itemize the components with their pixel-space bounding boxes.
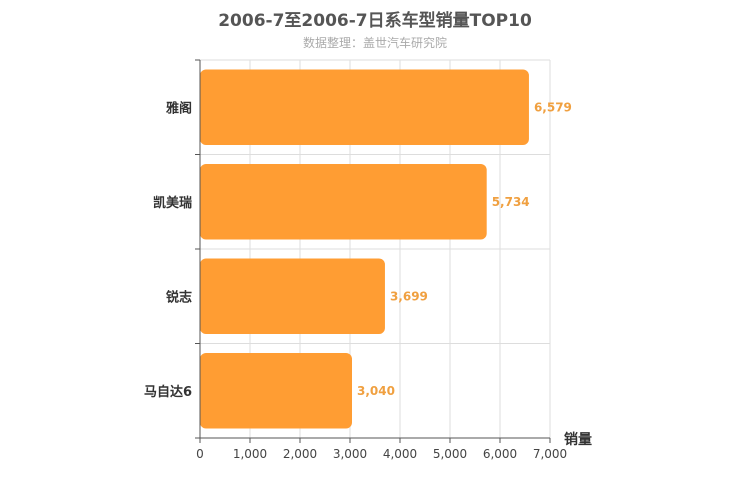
data-label: 5,734	[492, 195, 530, 209]
category-label: 凯美瑞	[153, 195, 192, 211]
chart-title: 2006-7至2006-7日系车型销量TOP10	[218, 11, 532, 31]
x-tick-label: 3,000	[333, 447, 367, 461]
x-tick-label: 0	[196, 447, 204, 461]
bar	[200, 352, 352, 429]
bar	[200, 258, 385, 335]
x-axis-title: 销量	[564, 431, 592, 448]
data-label: 3,040	[357, 384, 395, 398]
data-label: 6,579	[534, 100, 572, 114]
x-tick-label: 7,000	[533, 447, 567, 461]
x-tick-label: 2,000	[283, 447, 317, 461]
x-tick-label: 4,000	[383, 447, 417, 461]
bar	[200, 69, 529, 146]
data-label: 3,699	[390, 289, 428, 303]
x-tick-label: 5,000	[433, 447, 467, 461]
category-label: 雅阁	[166, 100, 192, 116]
category-label: 锐志	[166, 289, 192, 305]
x-tick-label: 1,000	[233, 447, 267, 461]
chart-subtitle: 数据整理：盖世汽车研究院	[302, 36, 447, 50]
category-label: 马自达6	[144, 384, 192, 400]
x-tick-label: 6,000	[483, 447, 517, 461]
bar	[200, 163, 487, 240]
